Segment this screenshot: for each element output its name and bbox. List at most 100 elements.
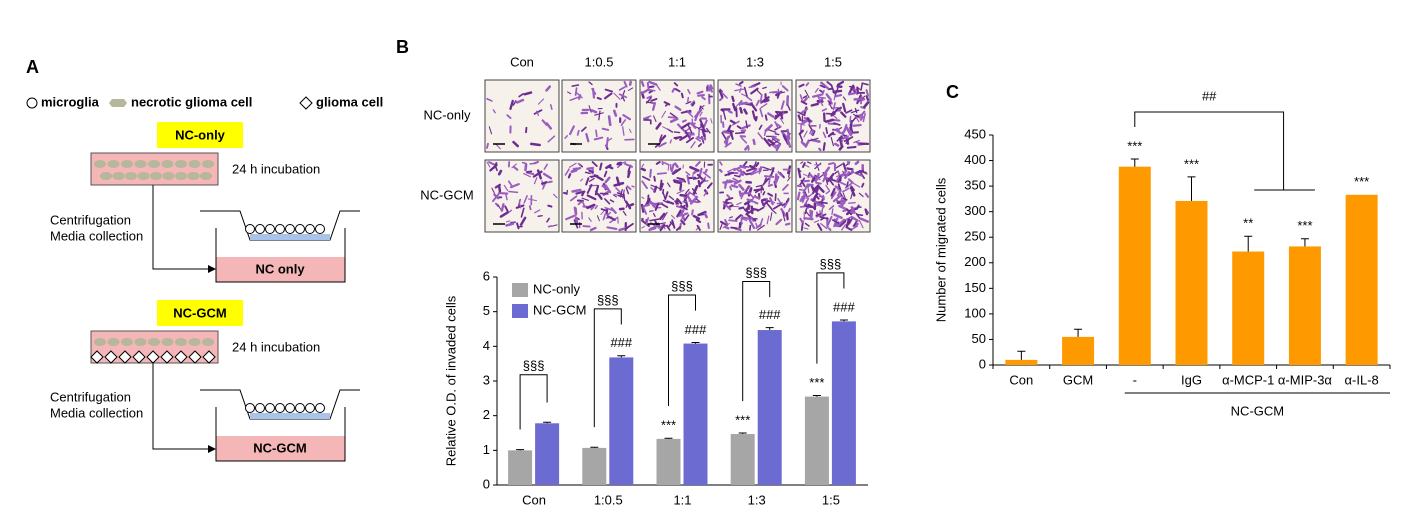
stained-cell bbox=[800, 100, 808, 105]
stained-cell bbox=[763, 177, 770, 185]
stained-cell bbox=[696, 90, 704, 95]
stained-cell bbox=[683, 214, 690, 222]
stained-cell bbox=[833, 94, 836, 101]
stained-cell bbox=[596, 96, 602, 101]
stained-cell bbox=[692, 169, 698, 175]
microglia bbox=[255, 403, 265, 413]
stained-cell bbox=[649, 209, 654, 213]
stained-cell bbox=[733, 174, 741, 178]
stained-cell bbox=[613, 92, 621, 100]
legend-text: necrotic glioma cell bbox=[131, 94, 252, 109]
stained-cell bbox=[547, 135, 556, 143]
x-tick-label: Con bbox=[1009, 372, 1033, 387]
stained-cell bbox=[736, 169, 745, 175]
stained-cell bbox=[628, 202, 635, 208]
stained-cell bbox=[697, 179, 701, 188]
stained-cell bbox=[759, 108, 764, 118]
stained-cell bbox=[641, 225, 645, 229]
stained-cell bbox=[850, 225, 859, 231]
stained-cell bbox=[719, 223, 723, 231]
stained-cell bbox=[683, 191, 691, 200]
stained-cell bbox=[800, 141, 807, 148]
micrographs bbox=[484, 79, 871, 233]
stained-cell bbox=[701, 129, 706, 138]
stained-cell bbox=[738, 206, 745, 210]
stained-cell bbox=[674, 200, 679, 205]
stained-cell bbox=[812, 185, 819, 195]
y-tick-label: 350 bbox=[964, 178, 986, 193]
y-tick-label: 1 bbox=[483, 442, 490, 457]
stained-cell bbox=[623, 80, 628, 88]
title-box bbox=[157, 300, 243, 326]
stained-cell bbox=[784, 222, 791, 226]
stained-cell bbox=[594, 112, 604, 116]
stained-cell bbox=[817, 201, 828, 205]
significance: *** bbox=[1127, 138, 1142, 153]
stained-cell bbox=[515, 98, 525, 104]
stained-cell bbox=[697, 210, 707, 217]
stained-cell bbox=[533, 177, 538, 185]
stained-cell bbox=[585, 177, 590, 186]
stained-cell bbox=[811, 192, 819, 202]
stained-cell bbox=[826, 81, 833, 87]
stained-cell bbox=[676, 189, 685, 195]
stained-cell bbox=[825, 190, 831, 195]
microglia-icon bbox=[26, 97, 38, 109]
stained-cell bbox=[798, 129, 804, 136]
stained-cell bbox=[696, 224, 701, 231]
stained-cell bbox=[864, 208, 869, 216]
stained-cell bbox=[727, 167, 736, 173]
stained-cell bbox=[804, 208, 808, 215]
error-bar bbox=[691, 342, 700, 344]
stained-cell bbox=[667, 164, 670, 171]
stained-cell bbox=[845, 218, 851, 228]
stained-cell bbox=[750, 102, 758, 112]
stained-cell bbox=[516, 222, 520, 230]
bar bbox=[730, 434, 755, 485]
stained-cell bbox=[849, 186, 856, 197]
stained-cell bbox=[805, 164, 810, 168]
stained-cell bbox=[672, 179, 683, 184]
y-tick-label: 3 bbox=[483, 372, 490, 387]
stained-cell bbox=[732, 102, 737, 112]
stained-cell bbox=[729, 129, 734, 140]
stained-cell bbox=[852, 123, 862, 127]
stained-cell bbox=[528, 205, 532, 211]
stained-cell bbox=[600, 208, 608, 212]
stained-cell bbox=[760, 103, 768, 109]
stained-cell bbox=[571, 188, 582, 193]
well bbox=[215, 407, 346, 462]
stained-cell bbox=[663, 161, 670, 166]
stained-cell bbox=[822, 131, 827, 139]
y-tick-label: 0 bbox=[483, 476, 490, 491]
stained-cell bbox=[523, 195, 528, 204]
stained-cell bbox=[691, 209, 694, 216]
stained-cell bbox=[797, 114, 802, 122]
stained-cell bbox=[581, 126, 587, 132]
stained-cell bbox=[497, 185, 502, 193]
stained-cell bbox=[642, 206, 648, 215]
stained-cell bbox=[847, 227, 853, 231]
stained-cell bbox=[774, 143, 780, 148]
microglia bbox=[265, 403, 275, 413]
stained-cell bbox=[529, 162, 536, 165]
glioma-cell bbox=[132, 350, 146, 364]
stained-cell bbox=[648, 227, 657, 232]
stained-cell bbox=[842, 102, 847, 113]
stained-cell bbox=[547, 225, 553, 228]
stained-cell bbox=[845, 109, 853, 114]
stained-cell bbox=[814, 176, 821, 181]
stained-cell bbox=[617, 164, 622, 169]
image-row-label: NC-only bbox=[424, 107, 471, 122]
stained-cell bbox=[738, 190, 742, 197]
stained-cell bbox=[834, 170, 839, 175]
stained-cell bbox=[858, 192, 864, 198]
stained-cell bbox=[675, 225, 682, 231]
stained-cell bbox=[586, 183, 593, 194]
stained-cell bbox=[782, 134, 788, 142]
stained-cell bbox=[762, 86, 767, 89]
stained-cell bbox=[854, 107, 858, 114]
stained-cell bbox=[692, 214, 701, 220]
stained-cell bbox=[621, 90, 626, 100]
stained-cell bbox=[833, 128, 844, 135]
